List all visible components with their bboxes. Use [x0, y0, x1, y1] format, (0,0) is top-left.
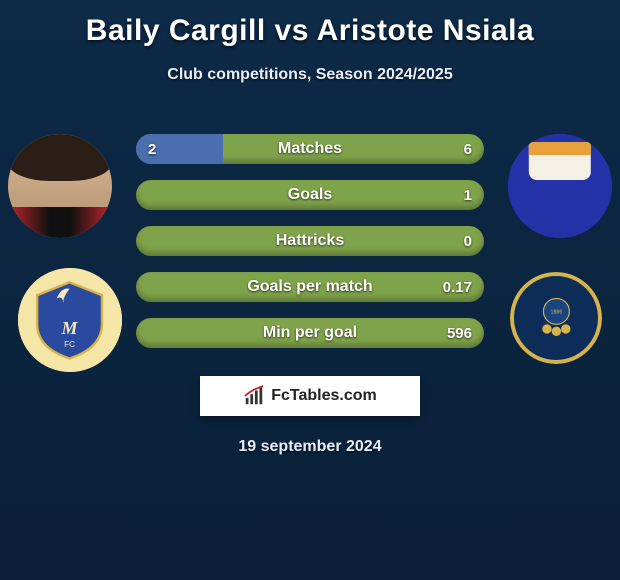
svg-text:1886: 1886: [550, 309, 562, 315]
player-left-avatar: [8, 134, 112, 238]
bar-label: Matches: [136, 134, 484, 164]
svg-text:M: M: [61, 319, 79, 339]
player-right-avatar: [508, 134, 612, 238]
avatar-shirt-icon: [508, 134, 612, 238]
date-text: 19 september 2024: [0, 438, 620, 456]
subtitle: Club competitions, Season 2024/2025: [0, 66, 620, 84]
crest-icon: M FC: [18, 268, 122, 372]
svg-text:FC: FC: [65, 341, 76, 350]
bar-value-right: 0.17: [431, 272, 484, 302]
bar-value-left: 2: [136, 134, 168, 164]
bar-label: Min per goal: [136, 318, 484, 348]
club-right-crest: 1886: [510, 272, 602, 364]
bar-value-right: 596: [435, 318, 484, 348]
stat-bar: Goals per match0.17: [136, 272, 484, 302]
bar-value-right: 1: [452, 180, 484, 210]
branding-text: FcTables.com: [271, 387, 377, 405]
page-title: Baily Cargill vs Aristote Nsiala: [0, 14, 620, 48]
chart-icon: [243, 385, 265, 407]
bar-label: Hattricks: [136, 226, 484, 256]
stat-bars: Matches2 6 Goals1 Hattricks0 Goals per match…: [136, 134, 484, 364]
bar-value-right: 0: [452, 226, 484, 256]
stat-bar: Min per goal596: [136, 318, 484, 348]
crest-icon: 1886: [510, 272, 602, 364]
avatar-face-icon: [8, 134, 112, 238]
club-left-crest: M FC: [18, 268, 122, 372]
bar-label: Goals: [136, 180, 484, 210]
comparison-panel: M FC 1886 Matches2 6 Goals1 Hattricks0 Goals…: [0, 114, 620, 364]
stat-bar: Hattricks0: [136, 226, 484, 256]
bar-value-right: 6: [452, 134, 484, 164]
branding-badge[interactable]: FcTables.com: [200, 376, 420, 416]
stat-bar: Goals1: [136, 180, 484, 210]
stat-bar: Matches2 6: [136, 134, 484, 164]
